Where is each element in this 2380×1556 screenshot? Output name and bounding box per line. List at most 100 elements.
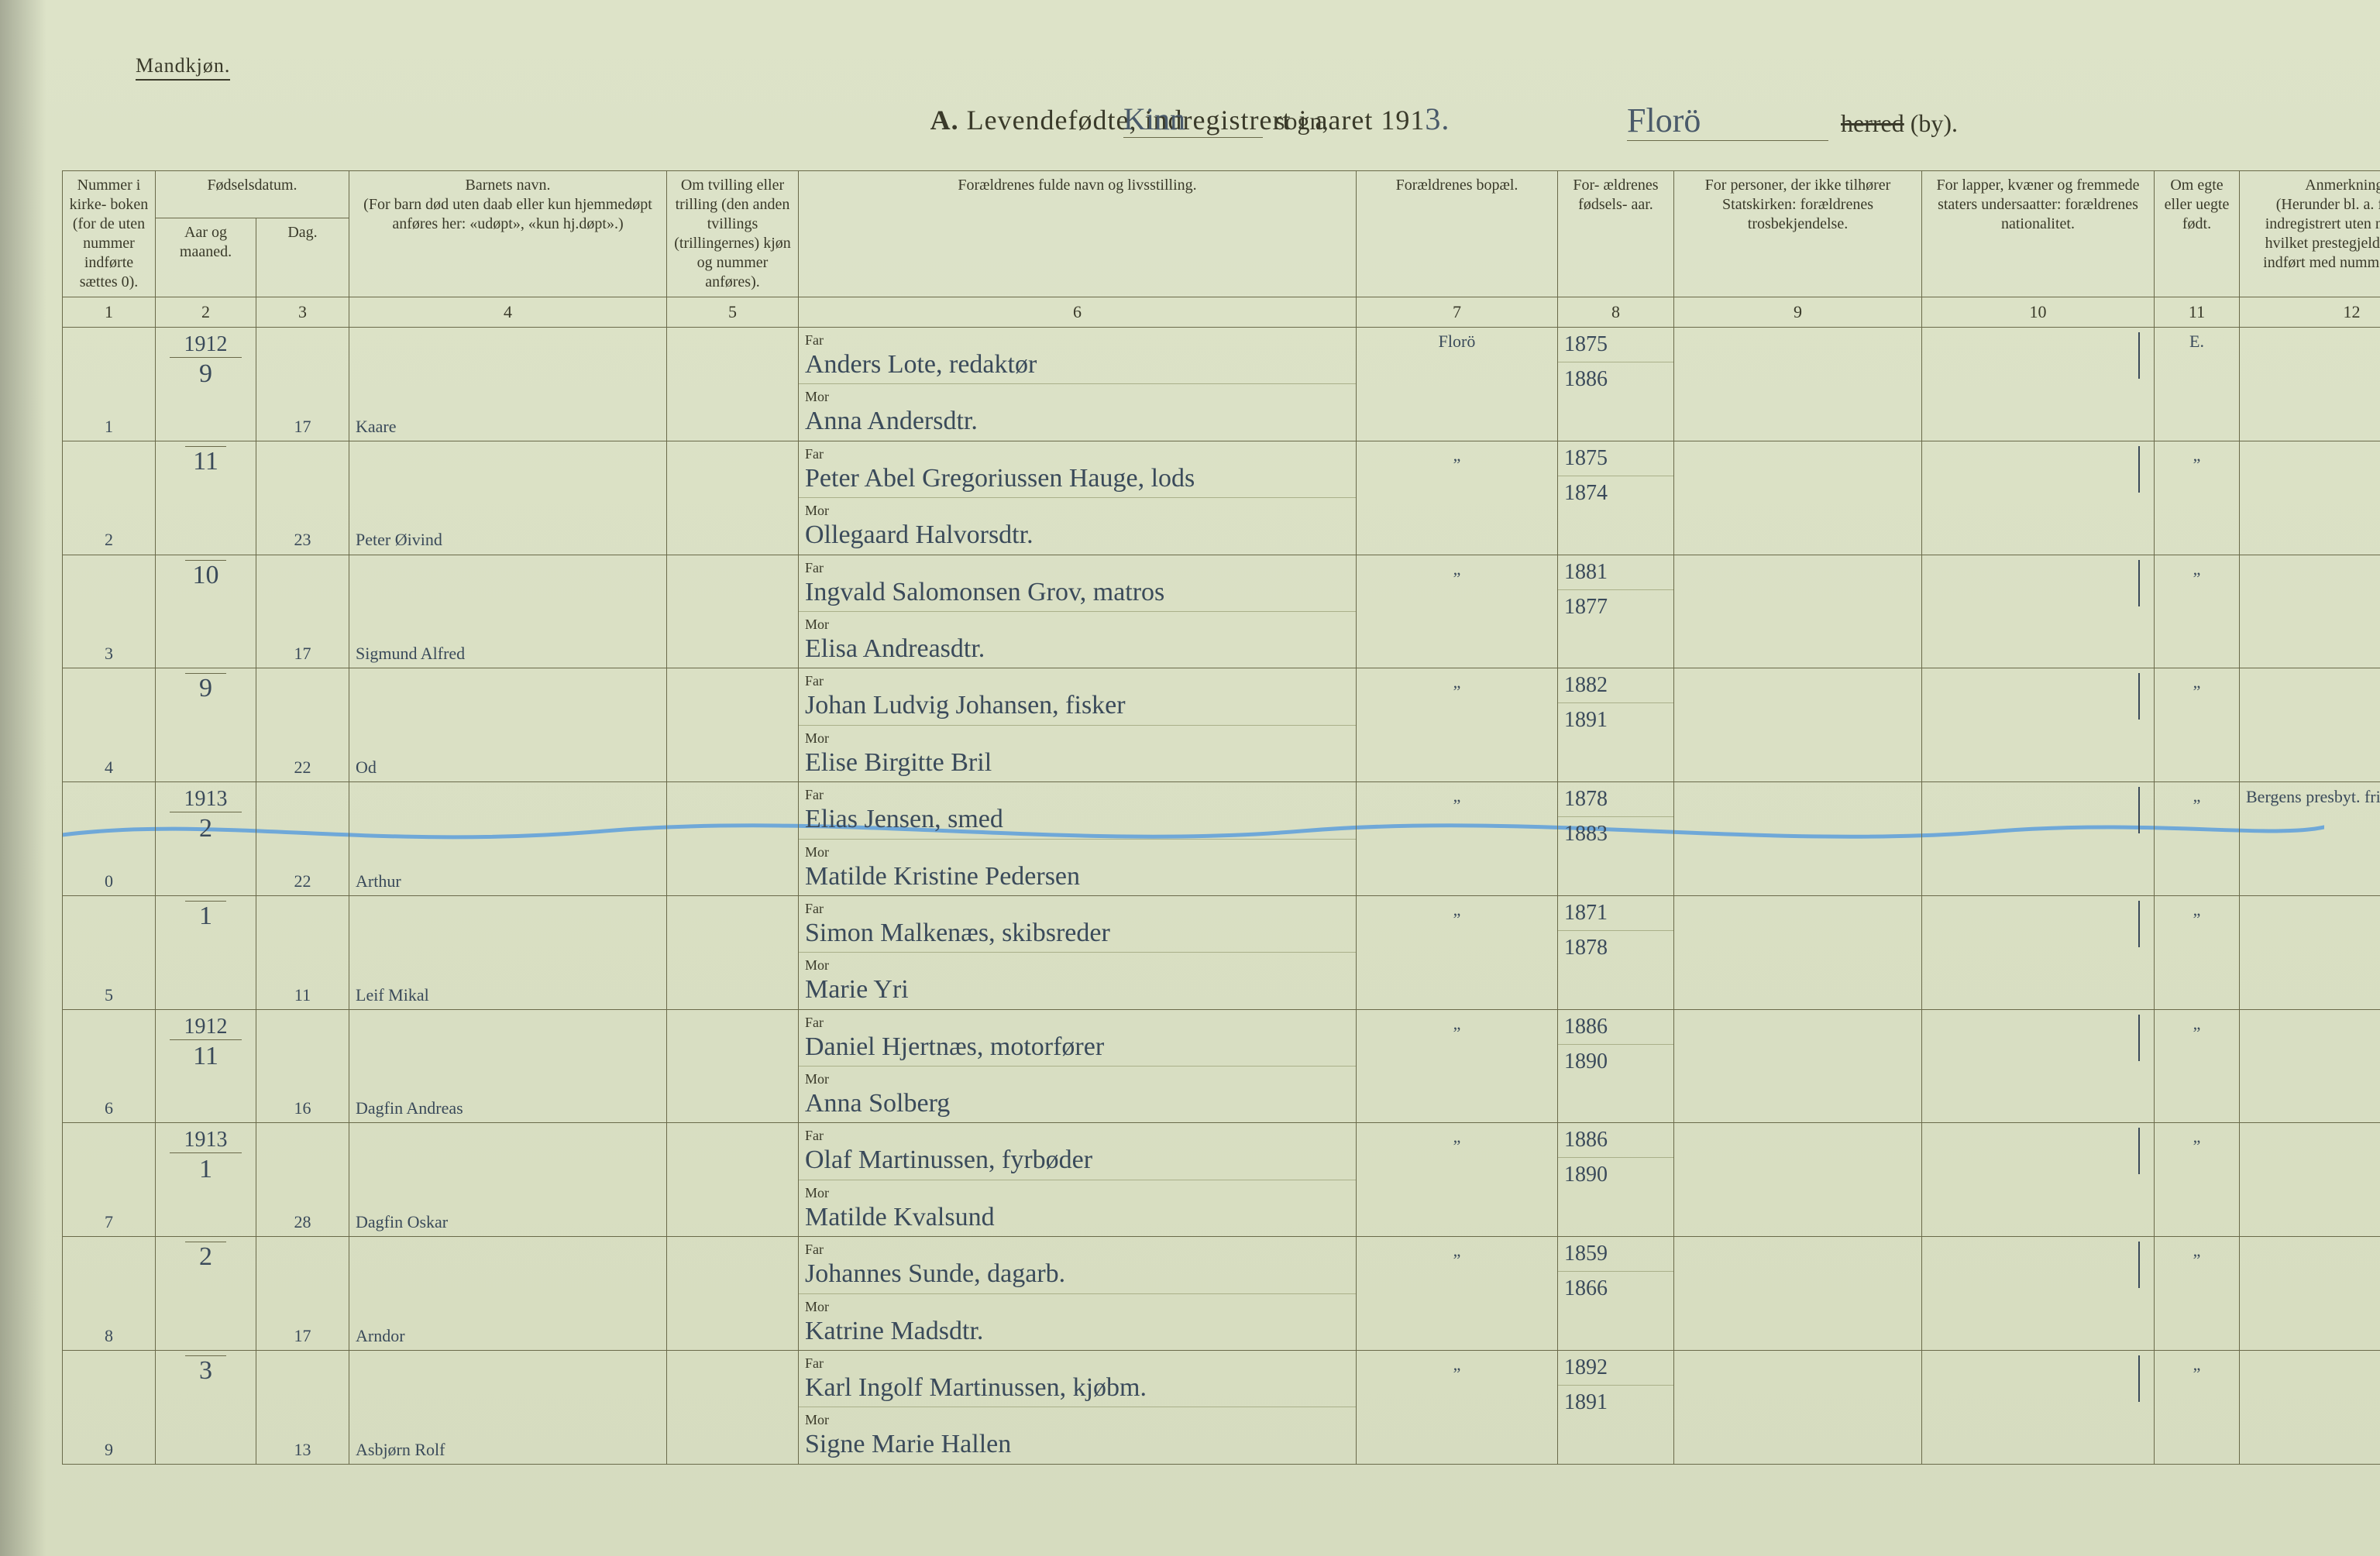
row-month: 10 [193,561,219,589]
row-mother-year: 1878 [1564,936,1667,960]
mor-label: Mor [805,730,1350,747]
row-twin [667,328,799,441]
row-father: Elias Jensen, smed [805,805,1003,833]
row-parent-years: 18821891 [1558,668,1674,782]
col-5-header: Om tvilling eller trilling (den anden tv… [667,171,799,297]
row-number: 8 [63,1237,156,1351]
row-child-name: Asbjørn Rolf [349,1351,667,1465]
colnum: 5 [667,297,799,328]
colnum: 8 [1558,297,1674,328]
row-mother-year: 1866 [1564,1276,1667,1301]
row-remarks [2240,1351,2380,1465]
row-nationality [1922,895,2155,1009]
row-child-name: Arndor [349,1237,667,1351]
row-religion [1674,1237,1922,1351]
table-row: 9313Asbjørn RolfFar Karl Ingolf Martinus… [63,1351,2380,1465]
mor-label: Mor [805,844,1350,860]
row-nationality [1922,555,2155,668]
row-number: 0 [63,782,156,896]
row-parent-years: 18751886 [1558,328,1674,441]
row-father-year: 1882 [1564,673,1667,698]
colnum: 9 [1674,297,1922,328]
row-mother-year: 1886 [1564,367,1667,392]
far-label: Far [805,1355,1350,1372]
row-residence: „ [1357,782,1558,896]
tally-mark-icon [2138,560,2140,606]
row-month: 2 [199,814,212,843]
row-mother-year: 1883 [1564,822,1667,847]
row-father-year: 1886 [1564,1015,1667,1039]
row-day: 22 [256,782,349,896]
row-remarks [2240,1123,2380,1237]
mor-label: Mor [805,1071,1350,1087]
row-twin [667,441,799,555]
table-row: 619121116Dagfin AndreasFar Daniel Hjertn… [63,1009,2380,1123]
tally-mark-icon [2138,901,2140,947]
colnum: 6 [799,297,1357,328]
row-residence: „ [1357,895,1558,1009]
row-month: 11 [193,1042,218,1070]
row-religion [1674,1351,1922,1465]
row-legitimacy: „ [2155,441,2240,555]
row-religion [1674,555,1922,668]
row-parent-years: 18751874 [1558,441,1674,555]
row-parent-years: 18711878 [1558,895,1674,1009]
table-row: 8217ArndorFar Johannes Sunde, dagarb.Mor… [63,1237,2380,1351]
row-number: 1 [63,328,156,441]
row-remarks [2240,668,2380,782]
row-child-name: Od [349,668,667,782]
row-legitimacy: „ [2155,1009,2240,1123]
row-twin [667,1351,799,1465]
mor-label: Mor [805,1412,1350,1428]
row-number: 3 [63,555,156,668]
row-day: 13 [256,1351,349,1465]
row-parents: Far Johan Ludvig Johansen, fiskerMor Eli… [799,668,1357,782]
row-legitimacy: „ [2155,895,2240,1009]
colnum: 12 [2240,297,2380,328]
table-row: 4922OdFar Johan Ludvig Johansen, fiskerM… [63,668,2380,782]
row-legitimacy: „ [2155,1351,2240,1465]
far-label: Far [805,1128,1350,1144]
herred-by: (by). [1911,109,1958,137]
tally-mark-icon [2138,673,2140,720]
colnum: 7 [1357,297,1558,328]
mor-label: Mor [805,957,1350,974]
row-father-year: 1881 [1564,560,1667,585]
row-parents: Far Daniel Hjertnæs, motorførerMor Anna … [799,1009,1357,1123]
row-day: 11 [256,895,349,1009]
row-year-month: 2 [156,1237,256,1351]
table-row: 71913128Dagfin OskarFar Olaf Martinussen… [63,1123,2380,1237]
row-month: 11 [193,447,218,476]
row-father: Karl Ingolf Martinussen, kjøbm. [805,1373,1147,1402]
row-mother: Anna Andersdtr. [805,407,978,435]
row-child-name: Arthur [349,782,667,896]
row-year-month: 1 [156,895,256,1009]
row-father: Anders Lote, redaktør [805,350,1037,379]
row-month: 9 [199,674,212,702]
row-year-month: 19131 [156,1123,256,1237]
row-father-year: 1886 [1564,1128,1667,1152]
row-father-year: 1892 [1564,1355,1667,1380]
row-day: 17 [256,555,349,668]
row-day: 17 [256,1237,349,1351]
row-day: 28 [256,1123,349,1237]
table-body: 11912917KaareFar Anders Lote, redaktørMo… [63,328,2380,1465]
row-mother: Anna Solberg [805,1089,950,1118]
row-legitimacy: „ [2155,668,2240,782]
row-legitimacy: „ [2155,782,2240,896]
row-number: 4 [63,668,156,782]
row-residence: „ [1357,1123,1558,1237]
row-twin [667,1237,799,1351]
row-twin [667,782,799,896]
gender-label: Mandkjøn. [136,54,230,81]
row-father: Johannes Sunde, dagarb. [805,1259,1065,1288]
col-3-header: Dag. [256,218,349,297]
row-remarks [2240,328,2380,441]
row-father: Peter Abel Gregoriussen Hauge, lods [805,464,1195,493]
row-child-name: Kaare [349,328,667,441]
row-parent-years: 18591866 [1558,1237,1674,1351]
row-residence: „ [1357,668,1558,782]
row-remarks [2240,1009,2380,1123]
row-year-month: 19129 [156,328,256,441]
row-parents: Far Peter Abel Gregoriussen Hauge, lodsM… [799,441,1357,555]
